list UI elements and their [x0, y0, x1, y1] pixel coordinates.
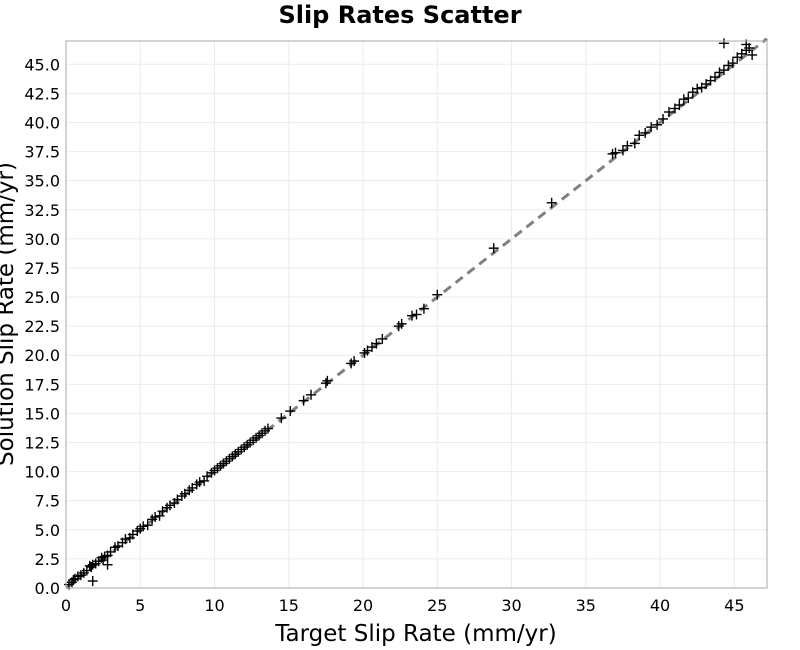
identity-reference-line: [65, 37, 768, 590]
grid: [65, 41, 767, 589]
x-axis-ticks: 0 5 10 15 20 25 30 35 40 45: [61, 596, 745, 615]
x-tick-label: 20: [353, 596, 373, 615]
x-tick-label: 15: [279, 596, 299, 615]
data-point: [629, 138, 640, 149]
data-point: [692, 83, 703, 94]
scatter-points: [63, 38, 758, 590]
data-point: [194, 477, 205, 488]
data-point: [371, 338, 382, 349]
y-tick-label: 35.0: [24, 172, 60, 191]
y-tick-label: 22.5: [24, 317, 60, 336]
data-point: [488, 243, 499, 254]
y-tick-label: 32.5: [24, 201, 60, 220]
data-point: [102, 559, 113, 570]
data-point: [262, 423, 273, 434]
x-axis-label: Target Slip Rate (mm/yr): [274, 621, 556, 647]
y-tick-label: 37.5: [24, 143, 60, 162]
data-point: [617, 145, 628, 156]
data-point: [349, 356, 360, 367]
y-tick-label: 42.5: [24, 84, 60, 103]
data-point: [418, 303, 429, 314]
data-point: [407, 310, 418, 321]
x-tick-label: 10: [204, 596, 224, 615]
y-tick-label: 2.5: [35, 550, 60, 569]
y-tick-label: 17.5: [24, 375, 60, 394]
x-tick-label: 35: [576, 596, 596, 615]
data-point: [747, 49, 758, 60]
data-point: [646, 122, 657, 133]
data-point: [634, 130, 645, 141]
x-tick-label: 25: [427, 596, 447, 615]
y-tick-label: 40.0: [24, 113, 60, 132]
data-point: [678, 94, 689, 105]
x-tick-label: 5: [135, 596, 145, 615]
data-point: [377, 333, 388, 344]
data-point: [142, 520, 153, 531]
data-point: [87, 576, 98, 587]
y-tick-label: 12.5: [24, 434, 60, 453]
data-point: [320, 378, 331, 389]
y-tick-label: 20.0: [24, 346, 60, 365]
x-tick-label: 40: [650, 596, 670, 615]
y-tick-label: 7.5: [35, 492, 60, 511]
data-point: [652, 119, 663, 130]
y-tick-label: 45.0: [24, 55, 60, 74]
data-point: [718, 38, 729, 49]
data-point: [610, 147, 621, 158]
data-point: [306, 389, 317, 400]
y-tick-label: 25.0: [24, 288, 60, 307]
y-axis-label: Solution Slip Rate (mm/yr): [0, 162, 19, 466]
data-point: [285, 406, 296, 417]
data-point: [120, 534, 131, 545]
data-point: [710, 72, 721, 83]
chart-title: Slip Rates Scatter: [278, 1, 521, 29]
data-point: [683, 93, 694, 104]
data-point: [723, 60, 734, 71]
y-tick-label: 10.0: [24, 463, 60, 482]
data-point: [727, 58, 738, 69]
data-point: [658, 113, 669, 124]
data-point: [396, 318, 407, 329]
data-point: [640, 127, 651, 138]
data-point: [411, 309, 422, 320]
x-tick-label: 30: [501, 596, 521, 615]
data-point: [276, 413, 287, 424]
data-point: [105, 546, 116, 557]
data-point: [138, 521, 149, 532]
data-point: [714, 67, 725, 78]
data-point: [546, 197, 557, 208]
data-point: [164, 500, 175, 511]
x-tick-label: 0: [61, 596, 71, 615]
x-tick-label: 45: [724, 596, 744, 615]
y-tick-label: 27.5: [24, 259, 60, 278]
data-point: [150, 512, 161, 523]
plot-area: [65, 40, 768, 589]
data-point: [663, 106, 674, 117]
data-point: [674, 100, 685, 111]
y-tick-label: 30.0: [24, 230, 60, 249]
data-point: [432, 289, 443, 300]
data-point: [322, 375, 333, 386]
data-point: [622, 140, 633, 151]
y-tick-label: 5.0: [35, 521, 60, 540]
y-axis-ticks: 0.0 2.5 5.0 7.5 10.0 12.5 15.0 17.5 20.0 22.5 25.0…: [24, 55, 60, 598]
y-tick-label: 15.0: [24, 404, 60, 423]
y-tick-label: 0.0: [35, 579, 60, 598]
data-point: [298, 395, 309, 406]
data-point: [718, 65, 729, 76]
